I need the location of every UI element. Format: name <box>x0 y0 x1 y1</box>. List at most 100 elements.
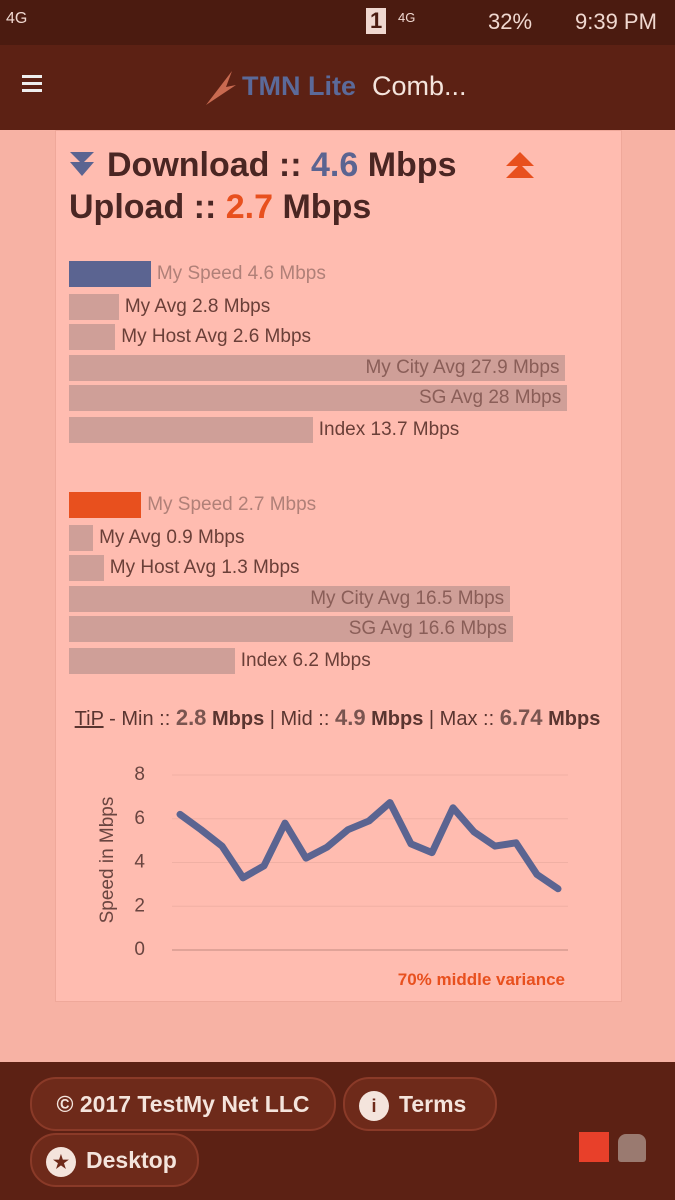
bar <box>69 525 94 551</box>
bar-label: My Speed 4.6 Mbps <box>157 261 326 287</box>
bar-label: My City Avg 27.9 Mbps <box>365 355 559 381</box>
y-tick-label: 8 <box>134 764 145 785</box>
bar-unit: Mbps <box>253 557 300 578</box>
title: Comb... <box>372 71 467 101</box>
bar-unit: Mbps <box>223 296 271 317</box>
bar-unit: Mbps <box>324 650 371 671</box>
bar <box>69 294 119 320</box>
bar <box>69 648 235 674</box>
bar <box>69 261 151 287</box>
unit: Mbps <box>211 708 265 730</box>
mid-label: | Mid :: <box>269 708 330 730</box>
network: 4G <box>6 10 28 27</box>
bar-label: My Avg 0.9 Mbps <box>99 525 244 551</box>
flag-icon <box>579 1132 609 1162</box>
download-value: 4.6 <box>310 146 359 184</box>
bar-value: 2.7 <box>238 494 265 515</box>
tip-link[interactable]: TiP <box>74 708 104 730</box>
menu-button[interactable] <box>22 75 42 78</box>
logo <box>206 71 236 105</box>
unit: Mbps <box>548 708 601 730</box>
bar-value: 13.7 <box>370 419 408 440</box>
bar-label: My Host Avg 2.6 Mbps <box>121 324 311 350</box>
bar-value: 28 <box>488 387 510 408</box>
bar <box>69 616 513 642</box>
upload-icon <box>506 152 534 178</box>
app-bar: TMN Lite Comb... <box>0 45 675 130</box>
bar-name: SG Avg <box>418 387 484 408</box>
bar-label: My Host Avg 1.3 Mbps <box>110 555 300 581</box>
bar-label: My City Avg 16.5 Mbps <box>310 586 504 612</box>
time: 9:39 PM <box>575 9 657 34</box>
speed-line <box>176 799 562 893</box>
max-label: | Max :: <box>428 708 495 730</box>
y-tick-label: 2 <box>134 895 145 916</box>
bar-value: 0.9 <box>166 527 193 548</box>
bar-name: SG Avg <box>348 618 413 639</box>
bar-name: My Host Avg <box>121 326 228 347</box>
bar-unit: Mbps <box>264 326 312 347</box>
bar-label: Index 13.7 Mbps <box>319 417 460 443</box>
bar-label: SG Avg 16.6 Mbps <box>349 616 507 642</box>
bar-name: Index <box>318 419 366 440</box>
y-tick-label: 0 <box>134 939 145 960</box>
bar <box>69 417 313 443</box>
status-bar: 4G 1 4G 32% 9:39 PM <box>0 0 675 45</box>
bar <box>69 355 566 381</box>
bar-unit: Mbps <box>457 588 505 609</box>
brand: TMN Lite <box>242 71 356 101</box>
network2: 4G <box>398 10 416 25</box>
bar-unit: Mbps <box>512 357 560 378</box>
bar-name: My Host Avg <box>109 557 217 578</box>
bar <box>69 492 142 518</box>
desktop-text: Desktop <box>86 1147 177 1173</box>
unit: Mbps <box>371 708 424 730</box>
upload-label: Upload :: <box>69 188 217 226</box>
bar-name: My Avg <box>124 296 187 317</box>
bar <box>69 586 511 612</box>
copyright-button[interactable]: © 2017 TestMy Net LLC <box>30 1077 336 1131</box>
terms-button[interactable]: i Terms <box>343 1077 497 1131</box>
bar-value: 16.6 <box>418 618 456 639</box>
bar <box>69 385 568 411</box>
upload-unit: Mbps <box>282 188 372 226</box>
bar-value: 27.9 <box>470 357 508 378</box>
bar-unit: Mbps <box>279 263 326 284</box>
download-unit: Mbps <box>367 146 457 184</box>
bar-unit: Mbps <box>269 494 317 515</box>
y-tick-label: 6 <box>134 808 145 829</box>
android-icon <box>618 1134 646 1162</box>
y-axis-label: Speed in Mbps <box>97 797 118 924</box>
y-tick-label: 4 <box>134 852 145 873</box>
bar-value: 6.2 <box>292 650 319 671</box>
terms-text: Terms <box>399 1091 467 1117</box>
bar-label: My Speed 2.7 Mbps <box>147 492 316 518</box>
upload-result: Upload :: 2.7 Mbps <box>69 188 371 227</box>
footer: © 2017 TestMy Net LLC i Terms ★ Desktop <box>0 1062 675 1200</box>
bar-value: 16.5 <box>415 588 453 609</box>
bar-label: SG Avg 28 Mbps <box>419 385 561 411</box>
min-label: - Min :: <box>109 708 171 730</box>
bar-name: Index <box>240 650 288 671</box>
download-icon <box>70 152 94 176</box>
bar <box>69 324 116 350</box>
bar-value: 2.6 <box>232 326 260 347</box>
max-value: 6.74 <box>499 705 543 730</box>
bar-name: My Avg <box>99 527 162 548</box>
bar-value: 4.6 <box>247 263 275 284</box>
annotation: 70% middle variance <box>398 970 565 989</box>
download-result: Download :: 4.6 Mbps <box>107 146 456 185</box>
desktop-button[interactable]: ★ Desktop <box>30 1133 199 1187</box>
bar-unit: Mbps <box>514 387 562 408</box>
bar-name: My City Avg <box>310 588 411 609</box>
speed-chart: Speed in Mbps 70% middle variance 0 2 4 6 8 <box>97 764 568 989</box>
tip-line: TiP - Min :: 2.8 Mbps | Mid :: 4.9 Mbps … <box>60 706 615 731</box>
bar-label: My Avg 2.8 Mbps <box>125 294 270 320</box>
bar-unit: Mbps <box>460 618 507 639</box>
bar <box>69 555 104 581</box>
bar-value: 1.3 <box>221 557 248 578</box>
sim: 1 <box>366 8 387 34</box>
bar-name: My Speed <box>147 494 233 515</box>
bar-unit: Mbps <box>412 419 460 440</box>
